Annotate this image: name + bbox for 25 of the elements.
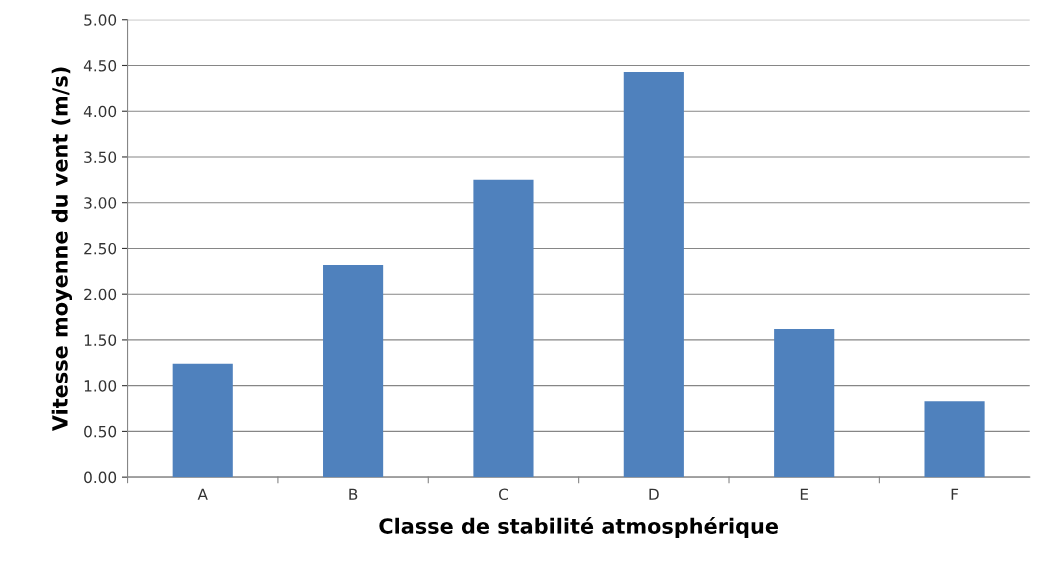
y-tick-label: 2.00 <box>84 288 117 301</box>
x-tick-label: A <box>197 488 208 500</box>
y-tick-label: 5.00 <box>84 14 117 26</box>
x-tick-label: D <box>649 488 659 500</box>
x-tick-label: B <box>349 488 358 500</box>
x-tick-label: E <box>800 488 809 500</box>
y-tick-label: 3.00 <box>84 197 117 209</box>
y-tick-label: 1.00 <box>84 380 117 392</box>
y-tick-label: 1.50 <box>84 334 117 346</box>
x-tick-label: F <box>951 488 959 500</box>
y-tick-label: 4.50 <box>83 59 117 72</box>
bar <box>172 363 233 478</box>
bar <box>473 179 534 478</box>
y-tick-label: 2.50 <box>84 242 117 255</box>
y-tick-label: 4.00 <box>83 105 117 118</box>
x-tick-label: C <box>498 488 508 501</box>
bar <box>924 401 985 478</box>
y-axis-title: Vitesse moyenne du vent (m/s) <box>51 67 73 432</box>
bar <box>774 328 835 478</box>
y-tick-label: 0.50 <box>84 425 117 438</box>
x-axis-title: Classe de stabilité atmosphérique <box>379 516 778 538</box>
y-tick-label: 3.50 <box>84 151 117 163</box>
bar <box>623 71 684 478</box>
bar <box>323 264 384 478</box>
y-tick-label: 0.00 <box>84 471 117 484</box>
